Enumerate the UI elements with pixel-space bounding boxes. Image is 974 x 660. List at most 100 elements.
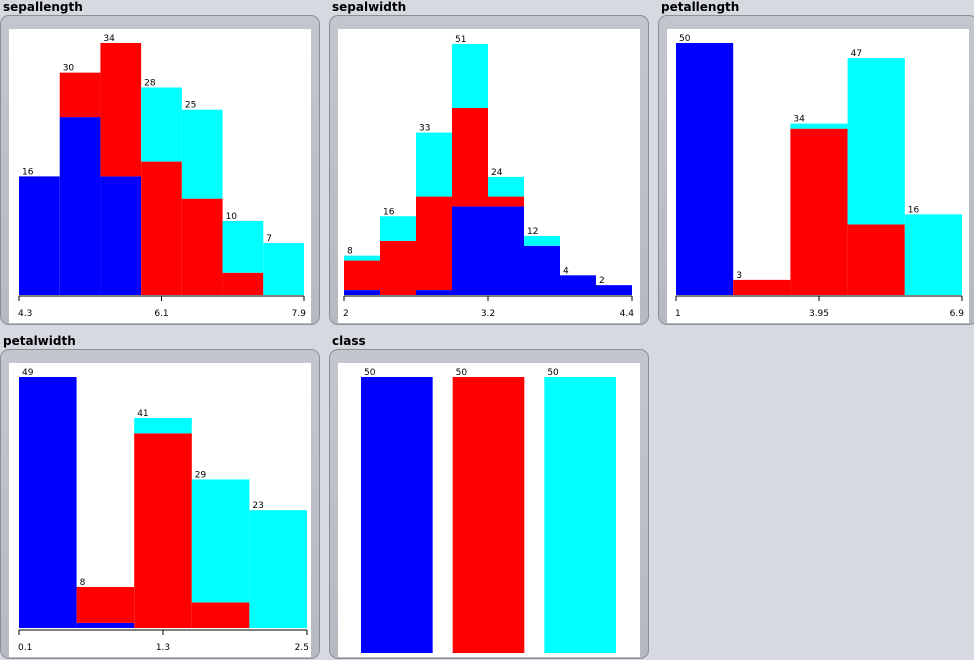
histogram-petallength: 50 3 34 47 16 1 3.95 6.9	[675, 34, 965, 319]
x-tick-label: 1.3	[156, 643, 170, 653]
panel-title: sepallength	[3, 0, 83, 14]
bar-segment	[416, 290, 452, 295]
bar-segment	[380, 216, 416, 241]
bar-segment	[380, 240, 416, 295]
bar-count-label: 33	[419, 124, 430, 134]
bar-segment	[733, 279, 791, 295]
bar-count-label: 10	[226, 212, 238, 222]
bar-count-label: 51	[455, 35, 466, 45]
bar-segment	[263, 243, 304, 295]
bar-segment	[790, 128, 848, 295]
bar-segment	[19, 176, 60, 295]
x-tick-label: 0.1	[18, 643, 32, 653]
bar-segment	[141, 87, 182, 162]
bar-count-label: 2	[599, 276, 605, 286]
bar-segment	[488, 206, 524, 295]
bar-count-label: 49	[22, 368, 34, 378]
bar-count-label: 50	[547, 368, 559, 378]
bar-count-label: 4	[563, 266, 569, 276]
panel-title: petallength	[661, 0, 740, 14]
bar-segment	[452, 44, 488, 108]
bar-segment	[596, 285, 632, 295]
bar-count-label: 50	[679, 34, 691, 44]
bar-segment	[191, 479, 250, 603]
bar-segment	[344, 260, 380, 291]
bar-segment	[100, 176, 142, 295]
bar-segment	[847, 224, 905, 295]
bar-segment	[904, 214, 962, 295]
x-tick-label: 2	[343, 309, 349, 319]
bar-segment	[452, 107, 488, 207]
panel-class[interactable]: class 50 50 50	[329, 334, 649, 660]
bar-segment	[344, 255, 380, 261]
panel-title: petalwidth	[3, 334, 76, 348]
bar-count-label: 23	[252, 501, 263, 511]
bar-count-label: 16	[908, 205, 920, 215]
bar-count-label: 41	[137, 409, 148, 419]
x-tick-label: 1	[675, 309, 681, 319]
bar-segment	[416, 196, 452, 291]
bar-count-label: 16	[383, 207, 395, 217]
x-tick-label: 3.2	[481, 309, 495, 319]
x-tick-label: 4.4	[620, 309, 635, 319]
x-tick-label: 6.1	[154, 309, 168, 319]
x-tick-label: 6.9	[950, 309, 965, 319]
bar-segment	[361, 377, 433, 653]
bar-segment	[544, 377, 616, 653]
panel-title: sepalwidth	[332, 0, 407, 14]
bar-count-label: 3	[736, 271, 742, 281]
x-tick-label: 3.95	[809, 309, 829, 319]
bar-count-label: 34	[103, 34, 115, 44]
bar-segment	[452, 206, 488, 295]
bar-segment	[416, 132, 452, 197]
histogram-sepallength: 16 30 34 28 25 10 7 4.3 6.1 7.9	[18, 34, 307, 319]
bar-count-label: 30	[63, 64, 75, 74]
bar-segment	[222, 272, 264, 295]
bar-segment	[76, 622, 135, 628]
x-tick-label: 4.3	[18, 309, 32, 319]
bar-segment	[676, 43, 734, 295]
bar-count-label: 12	[527, 227, 538, 237]
bar-segment	[100, 43, 142, 177]
bar-segment	[488, 196, 524, 207]
panel-petallength[interactable]: petallength 50 3 34 47 16 1 3.95 6.9	[658, 0, 974, 326]
bar-count-label: 28	[144, 78, 156, 88]
bar-count-label: 7	[266, 234, 272, 244]
bar-count-label: 8	[347, 247, 353, 257]
panel-sepalwidth[interactable]: sepalwidth 8 16 33 51 24 12 4 2 2 3.2 4.4	[329, 0, 649, 326]
panel-petalwidth[interactable]: petalwidth 49 8 41 29 23 0.1 1.3 2.5	[0, 334, 320, 660]
bar-segment	[141, 161, 182, 295]
histogram-sepalwidth: 8 16 33 51 24 12 4 2 2 3.2 4.4	[343, 35, 635, 319]
bar-segment	[59, 117, 101, 295]
bar-segment	[560, 275, 596, 295]
x-tick-label: 7.9	[292, 309, 307, 319]
panel-sepallength[interactable]: sepallength 16 30 34 28 25 10 7 4.3 6.1 7.9	[0, 0, 320, 326]
bar-count-label: 50	[364, 368, 376, 378]
bar-count-label: 34	[793, 115, 805, 125]
bar-segment	[249, 510, 307, 628]
bar-segment	[222, 220, 264, 273]
bar-segment	[524, 235, 560, 246]
x-tick-label: 2.5	[295, 643, 309, 653]
bar-segment	[524, 245, 560, 295]
histogram-petalwidth: 49 8 41 29 23 0.1 1.3 2.5	[18, 368, 309, 653]
bar-count-label: 25	[185, 101, 196, 111]
bar-segment	[191, 602, 250, 628]
bar-segment	[181, 109, 223, 199]
bar-segment	[344, 290, 380, 295]
bar-count-label: 29	[195, 470, 207, 480]
bar-count-label: 8	[80, 578, 86, 588]
bar-segment	[452, 377, 525, 653]
bar-segment	[59, 72, 101, 118]
bar-chart-class: 50 50 50	[361, 368, 616, 653]
bar-count-label: 47	[851, 49, 862, 59]
bar-segment	[134, 433, 192, 628]
panel-title: class	[332, 334, 366, 348]
bar-segment	[19, 377, 77, 628]
bar-segment	[790, 123, 848, 129]
bar-count-label: 50	[456, 368, 468, 378]
bar-segment	[847, 58, 905, 225]
bar-segment	[134, 417, 192, 434]
bar-count-label: 16	[22, 167, 34, 177]
bar-count-label: 24	[491, 168, 503, 178]
